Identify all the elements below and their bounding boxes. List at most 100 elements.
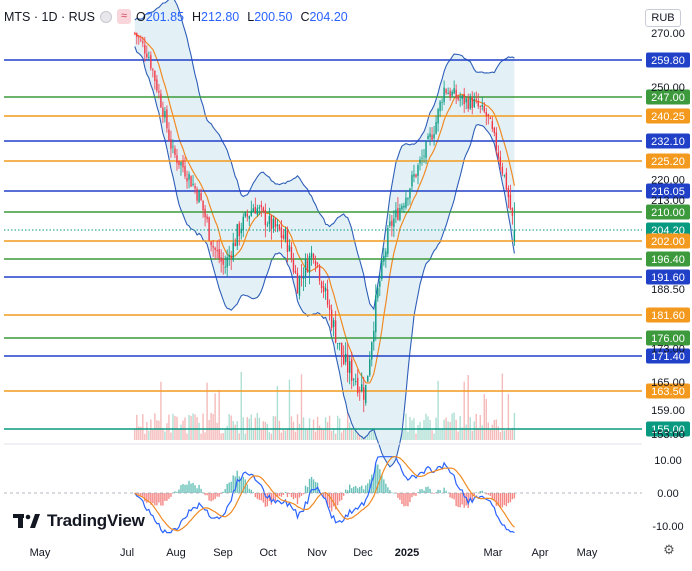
macd-histogram-bar (443, 487, 445, 493)
macd-histogram-bar (284, 492, 287, 493)
macd-histogram-bar (459, 493, 461, 508)
level-label: 163.50 (651, 386, 685, 398)
candle (278, 224, 281, 230)
candle (144, 44, 146, 54)
candle (286, 229, 289, 252)
volume-bar (332, 428, 335, 440)
volume-bar (489, 429, 491, 440)
volume-bar (136, 414, 138, 440)
volume-bar (334, 433, 337, 440)
candle (351, 359, 353, 381)
candle (234, 242, 236, 247)
candle (344, 353, 347, 363)
macd-histogram-bar (280, 493, 283, 497)
volume-bar (186, 433, 188, 440)
volume-bar (158, 420, 160, 440)
indicator-wave-icon[interactable]: ≈ (116, 9, 132, 24)
volume-bar (427, 416, 429, 440)
volume-bar (138, 426, 140, 440)
macd-histogram-bar (391, 492, 393, 493)
volume-bar (166, 423, 168, 440)
volume-bar (344, 427, 347, 440)
candle (170, 139, 172, 149)
volume-bar (403, 429, 405, 440)
macd-histogram-bar (481, 490, 483, 493)
symbol-legend: MTS · 1D · RUS ≈ O201.85 H212.80 L200.50… (4, 9, 351, 24)
time-tick-label: Sep (213, 547, 233, 559)
price-tick-label: 213.00 (651, 195, 685, 207)
time-tick-label: Mar (484, 547, 503, 559)
candle (395, 209, 397, 218)
candle (252, 208, 254, 213)
macd-histogram-bar (351, 488, 353, 493)
macd-histogram-bar (252, 492, 254, 493)
macd-histogram-bar (381, 474, 383, 493)
macd-histogram-bar (353, 486, 355, 493)
macd-histogram-bar (389, 490, 391, 493)
open-value-group: O201.85 (136, 10, 187, 24)
volume-bar (162, 428, 164, 440)
candle (276, 224, 279, 227)
macd-histogram-bar (154, 493, 156, 506)
candle (459, 99, 461, 101)
visibility-dot-icon[interactable] (99, 10, 112, 23)
high-value-group: H212.80 (192, 10, 242, 24)
currency-selector[interactable]: RUB (645, 9, 681, 27)
macd-histogram-bar (310, 476, 313, 493)
volume-bar (172, 413, 174, 440)
macd-histogram-bar (256, 493, 259, 499)
candle (322, 286, 325, 292)
low-key: L (247, 9, 255, 24)
band-upper-line (134, 0, 515, 311)
candle (413, 174, 415, 177)
macd-histogram-bar (423, 490, 425, 493)
volume-bar (282, 428, 285, 440)
tradingview-logo-icon (13, 514, 40, 528)
symbol-label[interactable]: MTS · 1D · RUS (4, 9, 95, 24)
candle (312, 254, 315, 260)
candle (393, 218, 395, 227)
macd-histogram-bar (312, 479, 315, 493)
volume-bar (218, 389, 220, 440)
candle (180, 162, 182, 166)
volume-bar (142, 414, 144, 440)
candle (260, 204, 263, 207)
candle (190, 176, 192, 187)
candle (238, 223, 240, 237)
macd-histogram-bar (427, 486, 429, 493)
candle (172, 146, 174, 148)
candles (134, 31, 516, 413)
macd-histogram-bar (485, 493, 487, 495)
macd-histogram-bar (433, 493, 435, 494)
candle (511, 207, 514, 216)
macd-histogram-bar (369, 479, 371, 493)
volume-bar (411, 420, 413, 440)
volume-bar (250, 414, 252, 440)
volume-bar (479, 414, 481, 440)
candle (449, 91, 451, 98)
close-value-group: C204.20 (300, 10, 350, 24)
volume-bar (473, 421, 475, 440)
volume-bar (298, 423, 301, 440)
level-label-box (646, 52, 690, 68)
volume-bar (505, 429, 508, 440)
candle (487, 114, 489, 117)
macd-histogram-bar (471, 493, 473, 501)
candle (491, 121, 494, 129)
volume-bar (194, 414, 196, 440)
candle (182, 160, 184, 168)
candle (385, 251, 387, 258)
settings-gear-icon[interactable]: ⚙ (663, 542, 675, 557)
volume-bar (425, 413, 427, 440)
candle (316, 262, 319, 264)
candle (483, 105, 485, 112)
macd-histogram-bar (413, 493, 415, 496)
close-value: 204.20 (309, 9, 348, 24)
volume-bar (463, 381, 465, 440)
macd-histogram-bar (359, 486, 361, 493)
volume-bar (503, 430, 506, 440)
volume-bar (320, 428, 323, 440)
macd-histogram-bar (377, 464, 379, 493)
